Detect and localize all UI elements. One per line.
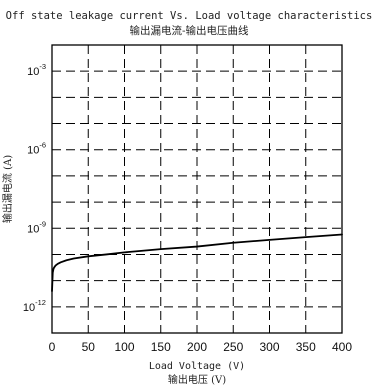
x-tick-label: 50	[82, 340, 96, 354]
x-axis-label: Load Voltage (V)	[149, 361, 245, 372]
y-tick-exponent: -3	[39, 62, 46, 71]
x-axis-label-cn: 输出电压 (V)	[168, 373, 226, 386]
chart-subtitle: 输出漏电流-输出电压曲线	[129, 24, 249, 37]
y-tick-label: 10 -12	[23, 298, 46, 314]
y-tick-base: 10	[27, 145, 39, 157]
y-axis-label: 输出漏电流 (A)	[1, 155, 14, 223]
x-tick-label: 100	[114, 340, 134, 354]
x-tick-label: 200	[187, 340, 207, 354]
x-axis-ticks: 0 50 100 150 200 250 300 350 400	[49, 340, 353, 354]
x-tick-label: 300	[259, 340, 279, 354]
x-tick-label: 150	[151, 340, 171, 354]
y-tick-label: 10 -3	[27, 62, 46, 78]
x-tick-label: 0	[49, 340, 56, 354]
y-tick-exponent: -6	[39, 141, 46, 150]
y-tick-label: 10 -9	[27, 219, 46, 235]
y-tick-base: 10	[23, 302, 35, 314]
y-tick-label: 10 -6	[27, 141, 46, 157]
x-tick-label: 250	[223, 340, 243, 354]
x-tick-label: 350	[296, 340, 316, 354]
chart-title: Off state leakage current Vs. Load volta…	[6, 10, 373, 22]
y-tick-base: 10	[27, 66, 39, 78]
y-tick-exponent: -9	[39, 219, 46, 228]
y-tick-base: 10	[27, 223, 39, 235]
x-tick-label: 400	[332, 340, 352, 354]
grid	[52, 45, 342, 333]
y-tick-exponent: -12	[35, 298, 46, 307]
y-axis-ticks: 10-310-610-910-12	[23, 62, 46, 314]
series-group	[51, 233, 343, 292]
series-line	[51, 233, 343, 292]
